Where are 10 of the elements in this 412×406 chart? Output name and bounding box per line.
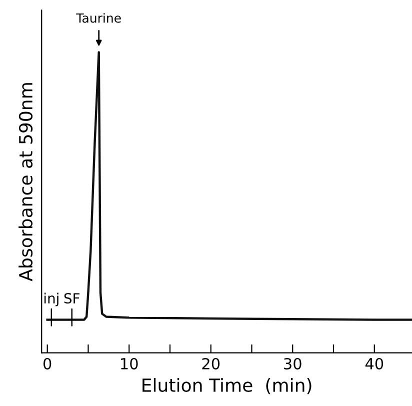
x-tick-label: 20	[202, 358, 220, 370]
x-tick-label: 30	[284, 358, 302, 370]
annotation: SF	[64, 293, 80, 304]
x-tick-label: 10	[121, 358, 138, 370]
y-axis-title: Absorbance at 590nm	[18, 83, 33, 282]
annotation: inj	[44, 292, 58, 306]
annotation: Taurine	[76, 13, 121, 23]
x-tick-label: 40	[365, 358, 384, 370]
x-tick-label: 0	[43, 358, 52, 370]
x-axis-title: Elution Time (min)	[142, 378, 312, 394]
